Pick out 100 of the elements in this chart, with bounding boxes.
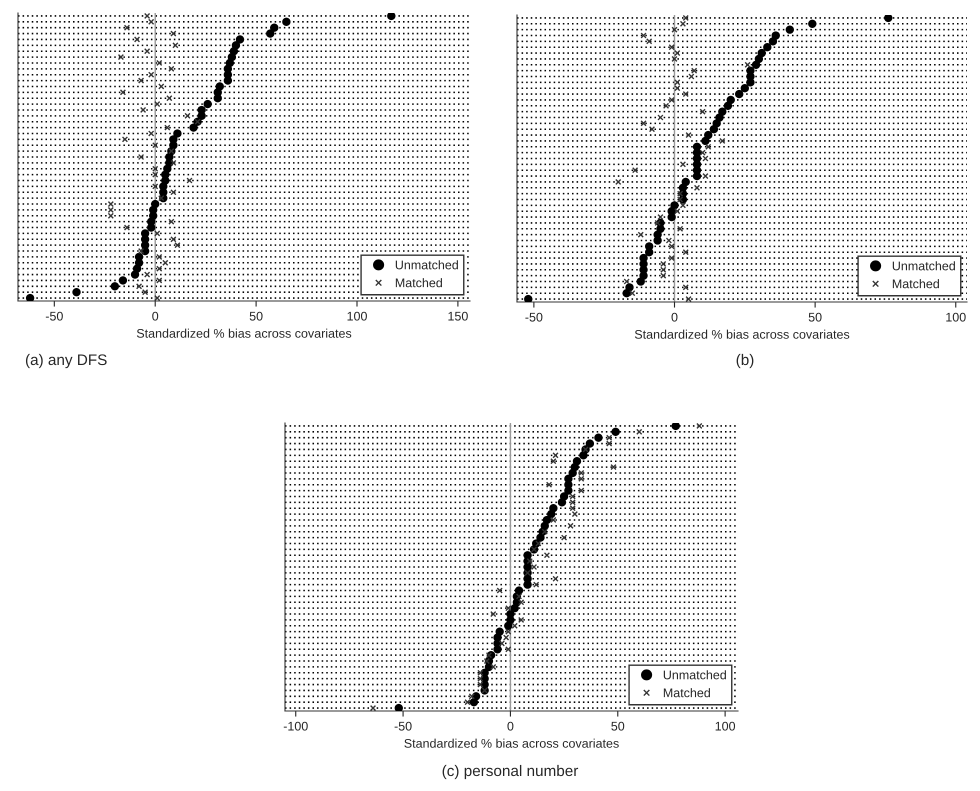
point (657, 114, 664, 121)
point (552, 576, 559, 582)
point (152, 183, 158, 190)
point (138, 248, 144, 254)
point (130, 270, 140, 279)
point (606, 434, 612, 441)
point (148, 72, 154, 78)
point (668, 96, 675, 104)
point (671, 26, 678, 33)
point (610, 464, 617, 470)
point (654, 220, 661, 226)
legend-label: Unmatched (892, 261, 955, 270)
point (662, 102, 670, 109)
point (282, 18, 291, 26)
point (170, 236, 176, 242)
x-tick-label: -100 (284, 722, 308, 731)
point (570, 493, 576, 500)
point (570, 499, 576, 506)
x-axis-title: Standardized % bias across covariates (404, 738, 619, 748)
point (140, 106, 146, 114)
point (636, 428, 642, 435)
point (108, 206, 114, 214)
point (558, 498, 566, 507)
x-tick-label: -50 (525, 312, 542, 322)
point (156, 266, 162, 272)
point (615, 178, 622, 186)
point (668, 243, 675, 250)
point (154, 100, 160, 108)
point (197, 112, 206, 120)
point (484, 658, 490, 664)
point (685, 132, 692, 138)
point (586, 439, 594, 448)
point (691, 68, 698, 74)
point (387, 13, 396, 20)
point (533, 582, 540, 588)
point (542, 528, 548, 535)
point (498, 640, 505, 647)
point (682, 15, 689, 22)
point (148, 130, 154, 137)
point (164, 124, 170, 131)
point (108, 200, 114, 208)
point (156, 277, 162, 284)
point (547, 510, 556, 518)
point (622, 289, 631, 298)
point (660, 260, 666, 268)
point (156, 254, 162, 260)
point (477, 670, 484, 676)
point (505, 628, 512, 635)
point (394, 704, 403, 711)
x-tick-label: 0 (507, 722, 514, 731)
point (505, 605, 512, 612)
x-tick-label: 50 (250, 312, 263, 321)
point (118, 276, 128, 285)
point (510, 604, 519, 612)
point (768, 37, 778, 46)
point (170, 160, 176, 166)
point (477, 676, 484, 682)
point (156, 60, 162, 66)
point (705, 144, 712, 150)
point (671, 56, 678, 62)
point (516, 593, 522, 600)
x-tick-label: 100 (716, 722, 736, 731)
point (162, 260, 168, 266)
point (470, 698, 478, 706)
point (189, 123, 198, 132)
point (214, 94, 222, 102)
legend-label: Matched (664, 688, 710, 698)
point (672, 423, 680, 430)
point (611, 428, 620, 436)
point (108, 212, 114, 219)
point (740, 84, 749, 92)
point (685, 296, 692, 302)
point (638, 232, 644, 238)
x-axis-title: Standardized % bias across covariates (634, 330, 850, 339)
x-tick-label: 0 (672, 312, 678, 322)
point (636, 277, 645, 286)
point (154, 294, 160, 301)
legend-label: Matched (892, 279, 939, 288)
point (677, 196, 684, 203)
point (629, 290, 636, 296)
point (744, 62, 751, 68)
point (568, 468, 577, 478)
point (578, 487, 584, 494)
point (735, 90, 744, 98)
point (158, 195, 164, 202)
point (752, 60, 760, 69)
point (530, 564, 538, 570)
point (594, 434, 603, 442)
x-tick-label: 150 (448, 312, 468, 321)
point (702, 172, 709, 180)
point (719, 138, 726, 144)
point (486, 652, 492, 658)
point (172, 42, 179, 48)
point (700, 150, 706, 156)
point (701, 136, 710, 146)
point (682, 249, 689, 256)
point (546, 482, 552, 488)
point (468, 693, 475, 700)
x-tick-label: -50 (46, 312, 63, 321)
point (560, 534, 568, 541)
